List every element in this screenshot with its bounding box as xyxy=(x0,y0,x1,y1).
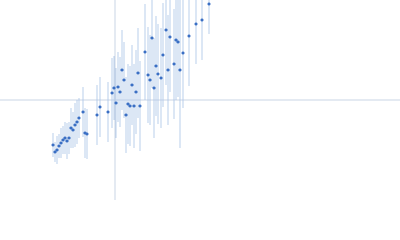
point xyxy=(150,36,154,40)
point xyxy=(136,71,140,75)
point xyxy=(67,136,71,140)
point xyxy=(116,85,120,89)
point xyxy=(143,50,147,54)
point xyxy=(200,18,204,22)
point xyxy=(181,51,185,55)
point xyxy=(61,138,65,142)
point xyxy=(95,113,99,117)
point xyxy=(156,72,160,76)
point xyxy=(81,110,85,114)
point xyxy=(166,68,170,72)
point xyxy=(159,76,163,80)
point xyxy=(124,113,128,117)
point xyxy=(59,141,63,145)
point xyxy=(63,136,67,140)
point xyxy=(98,105,102,109)
page: {"chart_data": {"type": "scatter", "x": … xyxy=(0,0,400,200)
point xyxy=(118,90,122,94)
point xyxy=(168,35,172,39)
point xyxy=(114,101,118,105)
point xyxy=(176,40,180,44)
point xyxy=(148,78,152,82)
point xyxy=(126,102,130,106)
point xyxy=(57,144,61,148)
point xyxy=(128,104,132,108)
point xyxy=(164,28,168,32)
point xyxy=(134,90,138,94)
point xyxy=(194,22,198,26)
point xyxy=(146,73,150,77)
point xyxy=(154,64,158,68)
point xyxy=(65,139,69,143)
point xyxy=(110,91,114,95)
point xyxy=(51,143,55,147)
point xyxy=(120,68,124,72)
point xyxy=(138,104,142,108)
point xyxy=(172,62,176,66)
point xyxy=(71,128,75,132)
point xyxy=(69,126,73,130)
point xyxy=(77,116,81,120)
chart xyxy=(0,0,400,200)
point xyxy=(174,38,178,42)
point xyxy=(85,132,89,136)
point xyxy=(53,150,57,154)
point xyxy=(55,148,59,152)
point xyxy=(130,83,134,87)
point xyxy=(132,104,136,108)
point xyxy=(73,123,77,127)
point xyxy=(207,2,211,6)
point xyxy=(161,53,165,57)
point xyxy=(178,68,182,72)
point xyxy=(122,78,126,82)
point xyxy=(152,86,156,90)
point xyxy=(75,120,79,124)
point xyxy=(112,86,116,90)
point xyxy=(187,34,191,38)
point xyxy=(106,110,110,114)
